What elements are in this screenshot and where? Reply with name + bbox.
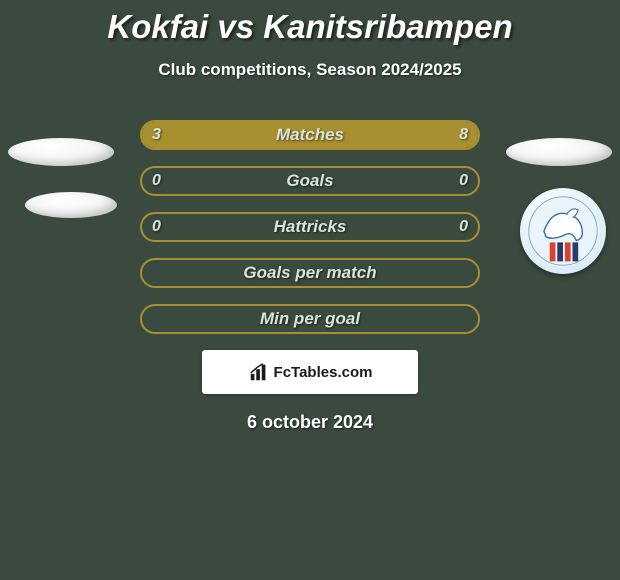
stat-bar: 3 8 Matches (140, 120, 480, 150)
club-logo-right (520, 188, 606, 274)
stat-label: Matches (276, 125, 344, 145)
subtitle: Club competitions, Season 2024/2025 (0, 60, 620, 80)
stat-bar: 0 0 Hattricks (140, 212, 480, 242)
stat-label: Min per goal (260, 309, 360, 329)
stat-value-right: 8 (459, 126, 468, 144)
stat-bars: 3 8 Matches 0 0 Goals 0 0 Hattricks Goals per mat… (140, 120, 480, 334)
brand-text: FcTables.com (274, 364, 373, 381)
stat-value-right: 0 (459, 172, 468, 190)
stat-label: Hattricks (274, 217, 347, 237)
bar-fill-right (234, 122, 478, 148)
stat-value-right: 0 (459, 218, 468, 236)
stat-bar: 0 0 Goals (140, 166, 480, 196)
brand-badge: FcTables.com (202, 350, 418, 394)
page-title: Kokfai vs Kanitsribampen (0, 0, 620, 46)
player-right-placeholder (506, 138, 612, 166)
stat-value-left: 3 (152, 126, 161, 144)
player-left-placeholder-bottom (25, 192, 117, 218)
stat-label: Goals per match (243, 263, 376, 283)
stat-label: Goals (286, 171, 333, 191)
comparison-panel: 3 8 Matches 0 0 Goals 0 0 Hattricks Goals per mat… (0, 120, 620, 433)
stat-value-left: 0 (152, 172, 161, 190)
stat-value-left: 0 (152, 218, 161, 236)
date-label: 6 october 2024 (0, 412, 620, 433)
stat-bar: Goals per match (140, 258, 480, 288)
stat-bar: Min per goal (140, 304, 480, 334)
player-left-placeholder-top (8, 138, 114, 166)
